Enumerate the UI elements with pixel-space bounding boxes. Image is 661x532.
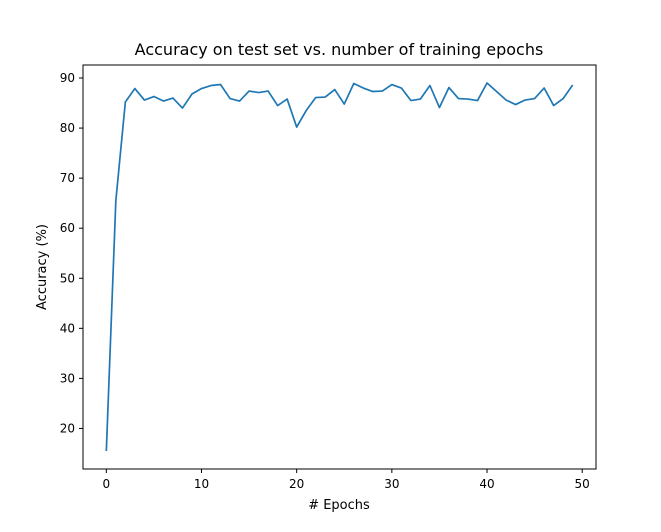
plot-area (105, 82, 574, 452)
x-tick-label: 0 (102, 477, 110, 491)
series-line-0 (105, 82, 574, 452)
x-tick-label: 10 (194, 477, 209, 491)
y-tick-label: 60 (60, 221, 75, 235)
x-tick-label: 30 (384, 477, 399, 491)
y-axis-label: Accuracy (%) (35, 224, 50, 310)
axes-frame (82, 64, 597, 470)
x-tick-label: 50 (575, 477, 590, 491)
chart-title: Accuracy on test set vs. number of train… (135, 40, 544, 59)
x-tick-label: 40 (479, 477, 494, 491)
y-tick-label: 70 (60, 171, 75, 185)
y-tick-label: 80 (60, 121, 75, 135)
y-tick-label: 30 (60, 371, 75, 385)
x-tick-label: 20 (289, 477, 304, 491)
x-axis-ticks: 0 10 20 30 40 50 (102, 469, 590, 491)
y-tick-label: 40 (60, 321, 75, 335)
y-tick-label: 20 (60, 421, 75, 435)
y-tick-label: 90 (60, 71, 75, 85)
x-axis-label: # Epochs (308, 498, 370, 513)
y-tick-label: 50 (60, 271, 75, 285)
y-axis-ticks: 20 30 40 50 60 70 80 90 (60, 71, 83, 435)
